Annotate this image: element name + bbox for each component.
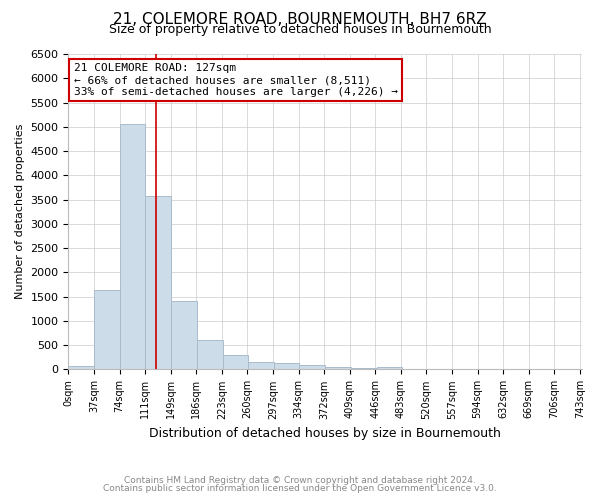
Bar xyxy=(351,368,377,370)
Bar xyxy=(223,355,248,370)
Text: 21, COLEMORE ROAD, BOURNEMOUTH, BH7 6RZ: 21, COLEMORE ROAD, BOURNEMOUTH, BH7 6RZ xyxy=(113,12,487,28)
Text: 21 COLEMORE ROAD: 127sqm
← 66% of detached houses are smaller (8,511)
33% of sem: 21 COLEMORE ROAD: 127sqm ← 66% of detach… xyxy=(74,64,398,96)
Bar xyxy=(68,366,94,370)
Bar xyxy=(145,196,170,370)
Bar xyxy=(299,365,325,370)
Y-axis label: Number of detached properties: Number of detached properties xyxy=(15,124,25,300)
X-axis label: Distribution of detached houses by size in Bournemouth: Distribution of detached houses by size … xyxy=(149,427,501,440)
Bar xyxy=(325,367,351,370)
Text: Contains HM Land Registry data © Crown copyright and database right 2024.: Contains HM Land Registry data © Crown c… xyxy=(124,476,476,485)
Bar xyxy=(377,366,402,370)
Bar xyxy=(274,362,299,370)
Bar xyxy=(172,301,197,370)
Bar xyxy=(94,290,119,370)
Bar xyxy=(248,362,274,370)
Text: Contains public sector information licensed under the Open Government Licence v3: Contains public sector information licen… xyxy=(103,484,497,493)
Bar xyxy=(119,124,145,370)
Text: Size of property relative to detached houses in Bournemouth: Size of property relative to detached ho… xyxy=(109,22,491,36)
Bar xyxy=(197,340,223,370)
